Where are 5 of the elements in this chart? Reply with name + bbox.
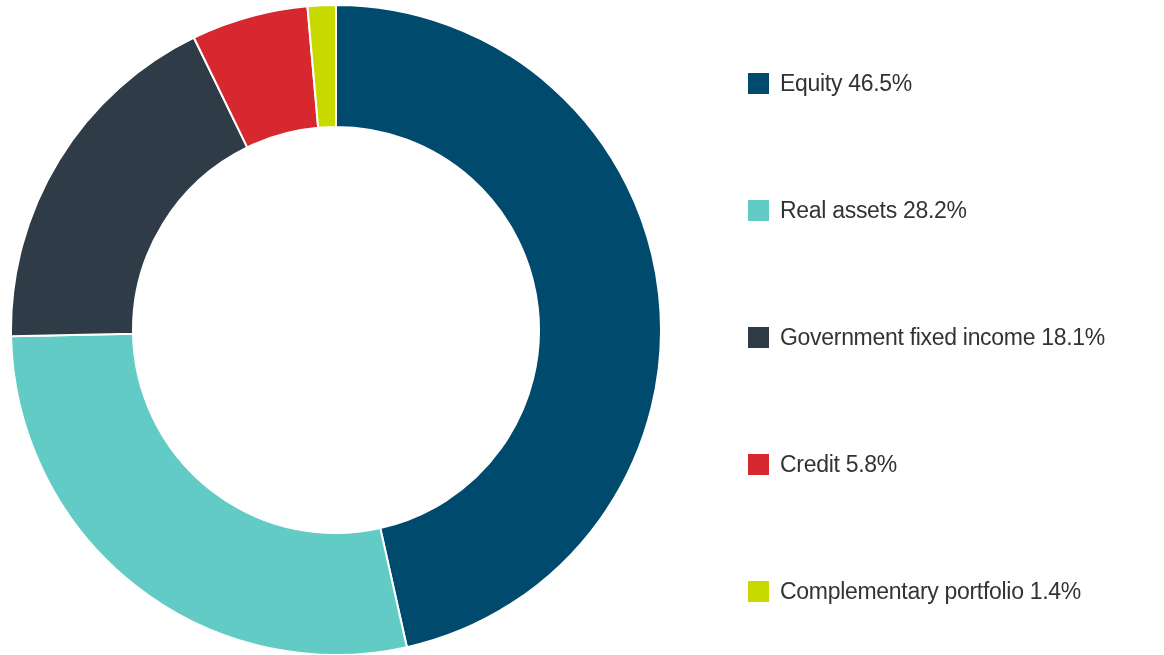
legend-label: Credit 5.8% bbox=[780, 451, 897, 478]
legend-label: Real assets 28.2% bbox=[780, 197, 967, 224]
legend-label: Equity 46.5% bbox=[780, 70, 912, 97]
legend-label: Government fixed income 18.1% bbox=[780, 324, 1105, 351]
legend-label: Complementary portfolio 1.4% bbox=[780, 578, 1081, 605]
